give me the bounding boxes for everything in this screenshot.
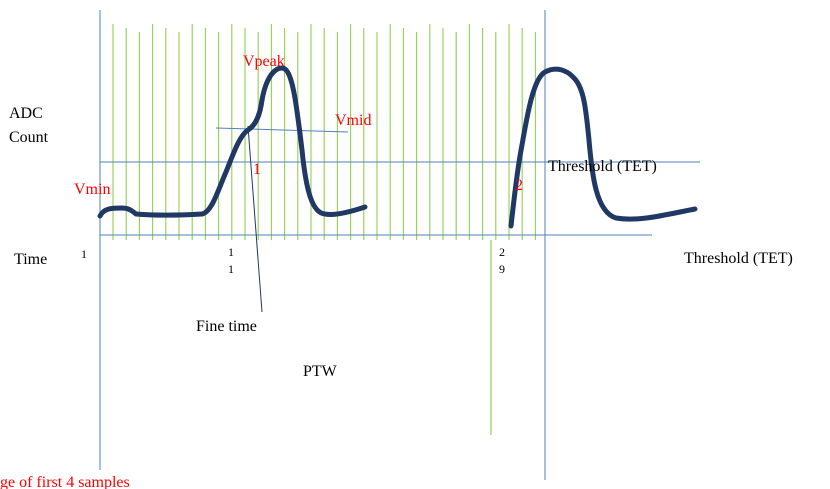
vmid-line — [215, 127, 349, 133]
tick-label-1: 1 — [81, 247, 87, 261]
vpeak-label: Vpeak — [243, 53, 285, 70]
fine-time-label: Fine time — [196, 318, 257, 335]
fine-time-pointer — [247, 125, 263, 313]
crossing-1-label: 1 — [253, 161, 261, 178]
tick-label-29-bottom: 9 — [499, 262, 505, 276]
tick-label-11-top: 1 — [228, 245, 234, 259]
tick-label-11-bottom: 1 — [228, 262, 234, 276]
threshold-label-upper: Threshold (TET) — [548, 158, 657, 175]
time-axis-label: Time — [14, 251, 47, 268]
adc-count-label-line1: ADC — [9, 105, 43, 122]
adc-count-label-line2: Count — [9, 129, 49, 146]
vmin-label: Vmin — [74, 181, 110, 198]
pulse-1-waveform — [97, 65, 368, 219]
sample-lines — [112, 24, 536, 240]
tick-label-29-top: 2 — [499, 245, 505, 259]
threshold-label-lower: Threshold (TET) — [684, 250, 793, 267]
footnote-label: ge of first 4 samples — [0, 474, 130, 489]
ptw-label: PTW — [303, 363, 338, 380]
vmid-label: Vmid — [335, 112, 371, 129]
pulse-2-waveform — [508, 66, 698, 229]
crossing-2-label: 2 — [515, 177, 523, 194]
